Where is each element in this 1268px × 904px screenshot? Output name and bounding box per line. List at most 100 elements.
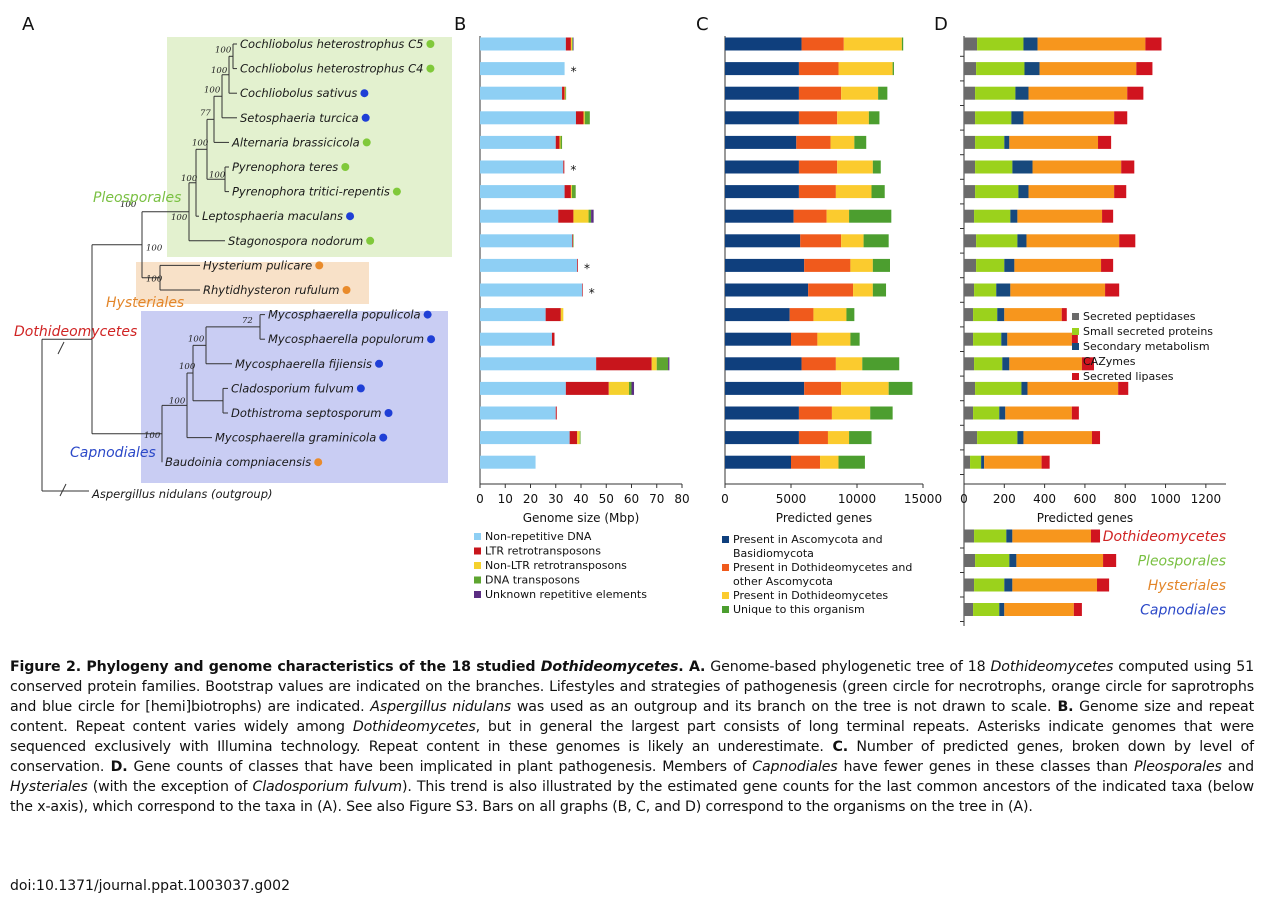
bar-segment	[1002, 357, 1010, 371]
bar-segment	[1009, 135, 1099, 149]
bar-segment	[1015, 86, 1029, 100]
bar-segment	[796, 135, 831, 149]
bar-segment	[725, 332, 791, 346]
lifestyle-dot	[375, 359, 384, 368]
bar-segment	[798, 431, 828, 445]
bar-segment	[798, 185, 836, 199]
species-labels: Cochliobolus heterostrophus C5 Cochliobol…	[165, 37, 424, 469]
legend-swatch	[1072, 313, 1079, 320]
bar-segment	[564, 86, 566, 100]
figure-caption: Figure 2. Phylogeny and genome character…	[10, 657, 1254, 817]
x-tick-label: 5000	[776, 492, 807, 506]
ancestor-bar-segment	[964, 603, 974, 616]
ancestor-bar-segment	[1009, 554, 1017, 567]
bar-segment	[725, 111, 799, 125]
legend-label: Non-repetitive DNA	[485, 530, 592, 543]
bar-segment	[545, 308, 561, 322]
bar-segment	[608, 381, 629, 395]
legend-swatch	[1072, 328, 1079, 335]
legend-swatch	[722, 606, 729, 613]
bar-segment	[1010, 209, 1018, 223]
bar-segment	[1023, 431, 1092, 445]
species-label: Cochliobolus sativus	[240, 86, 357, 100]
illumina-asterisk: *	[571, 65, 577, 79]
bootstrap-value: 100	[209, 170, 226, 180]
panel-label-d: D	[934, 14, 948, 35]
bootstrap-value: 100	[120, 200, 137, 210]
bootstrap-values: 100 100 100 77 100 100 100 100 100 100 100 72 100 100…	[120, 45, 253, 440]
x-tick-label: 0	[721, 492, 729, 506]
bar-segment	[596, 357, 652, 371]
panel-a-phylogenetic-tree: 100 100 100 77 100 100 100 100 100 100 100 72 100 100…	[14, 37, 452, 501]
x-tick-label: 40	[573, 492, 588, 506]
bar-segment	[725, 431, 799, 445]
bar-segment	[964, 86, 976, 100]
bar-segment	[565, 381, 609, 395]
bootstrap-value: 100	[192, 138, 209, 148]
illumina-asterisk: *	[589, 286, 595, 300]
bar-segment	[570, 185, 572, 199]
bar-segment	[480, 258, 578, 272]
bar-segment	[1017, 431, 1024, 445]
bar-segment	[997, 308, 1005, 322]
caption-a-text: Genome-based phylogenetic tree of 18	[705, 659, 991, 675]
legend-swatch	[474, 533, 481, 540]
bar-segment	[964, 62, 977, 76]
caption-a-text: computed using 51 conserved protein fami…	[10, 659, 1254, 715]
bar-segment	[800, 234, 842, 248]
legend-label: Present in Ascomycota and	[733, 533, 883, 546]
x-tick-label: 0	[476, 492, 484, 506]
bar-segment	[843, 37, 902, 51]
bar-segment	[801, 37, 844, 51]
x-axis-title: Genome size (Mbp)	[523, 511, 640, 525]
bar-segment	[559, 135, 561, 149]
x-tick-label: 200	[993, 492, 1016, 506]
bar-segment	[579, 431, 581, 445]
bar-segment	[1032, 160, 1122, 174]
bar-segment	[964, 431, 978, 445]
bar-segment	[572, 37, 573, 51]
hysteriales-clade-box	[136, 262, 369, 304]
bar-segment	[888, 381, 913, 395]
bar-segment	[1028, 86, 1128, 100]
species-label: Hysterium pulicare	[203, 258, 312, 272]
figure-canvas: 1001001007710010010010010010010072100100…	[14, 14, 1226, 626]
species-label: Cochliobolus heterostrophus C5	[240, 37, 423, 51]
bar-segment	[1011, 111, 1024, 125]
bar-segment	[964, 160, 976, 174]
bar-segment	[1024, 62, 1040, 76]
panel-label-a: A	[22, 14, 35, 35]
legend-swatch	[474, 591, 481, 598]
x-tick-label: 60	[624, 492, 639, 506]
bar-segment	[725, 135, 797, 149]
bar-segment	[628, 381, 632, 395]
ancestor-bar-segment	[1006, 529, 1013, 543]
bootstrap-value: 100	[181, 174, 198, 184]
bar-segment	[480, 62, 565, 76]
bar-segment	[872, 258, 890, 272]
bar-segment	[656, 357, 669, 371]
bar-segment	[838, 62, 893, 76]
bar-segment	[871, 185, 885, 199]
legend-label: Present in Dothideomycetes and	[733, 561, 912, 574]
ancestor-bar-segment	[1090, 529, 1101, 543]
ancestor-label: Capnodiales	[1140, 603, 1226, 619]
bar-segment	[1071, 406, 1079, 420]
panel-b-genome-size-chart: * * * * 0 10 20 30 40 50 60 70 80 Genome size (Mbp) No…	[474, 36, 690, 601]
bar-segment	[1021, 381, 1028, 395]
doi-line[interactable]: doi:10.1371/journal.ppat.1003037.g002	[10, 878, 290, 894]
bar-segment	[480, 135, 556, 149]
bar-segment	[1004, 308, 1062, 322]
bar-segment	[565, 86, 567, 100]
ancestor-bar-segment	[1073, 603, 1082, 616]
species-label: Stagonospora nodorum	[228, 234, 363, 248]
bar-segment	[573, 209, 589, 223]
species-label: Leptosphaeria maculans	[202, 209, 343, 223]
bootstrap-value: 100	[188, 334, 205, 344]
caption-b-text: , but in general the largest part consis…	[10, 719, 1255, 755]
bar-segment	[1114, 185, 1127, 199]
species-label: Pyrenophora tritici-repentis	[232, 185, 390, 199]
bar-segment	[977, 37, 1024, 51]
bar-segment	[853, 283, 873, 297]
bootstrap-value: 100	[144, 431, 161, 441]
